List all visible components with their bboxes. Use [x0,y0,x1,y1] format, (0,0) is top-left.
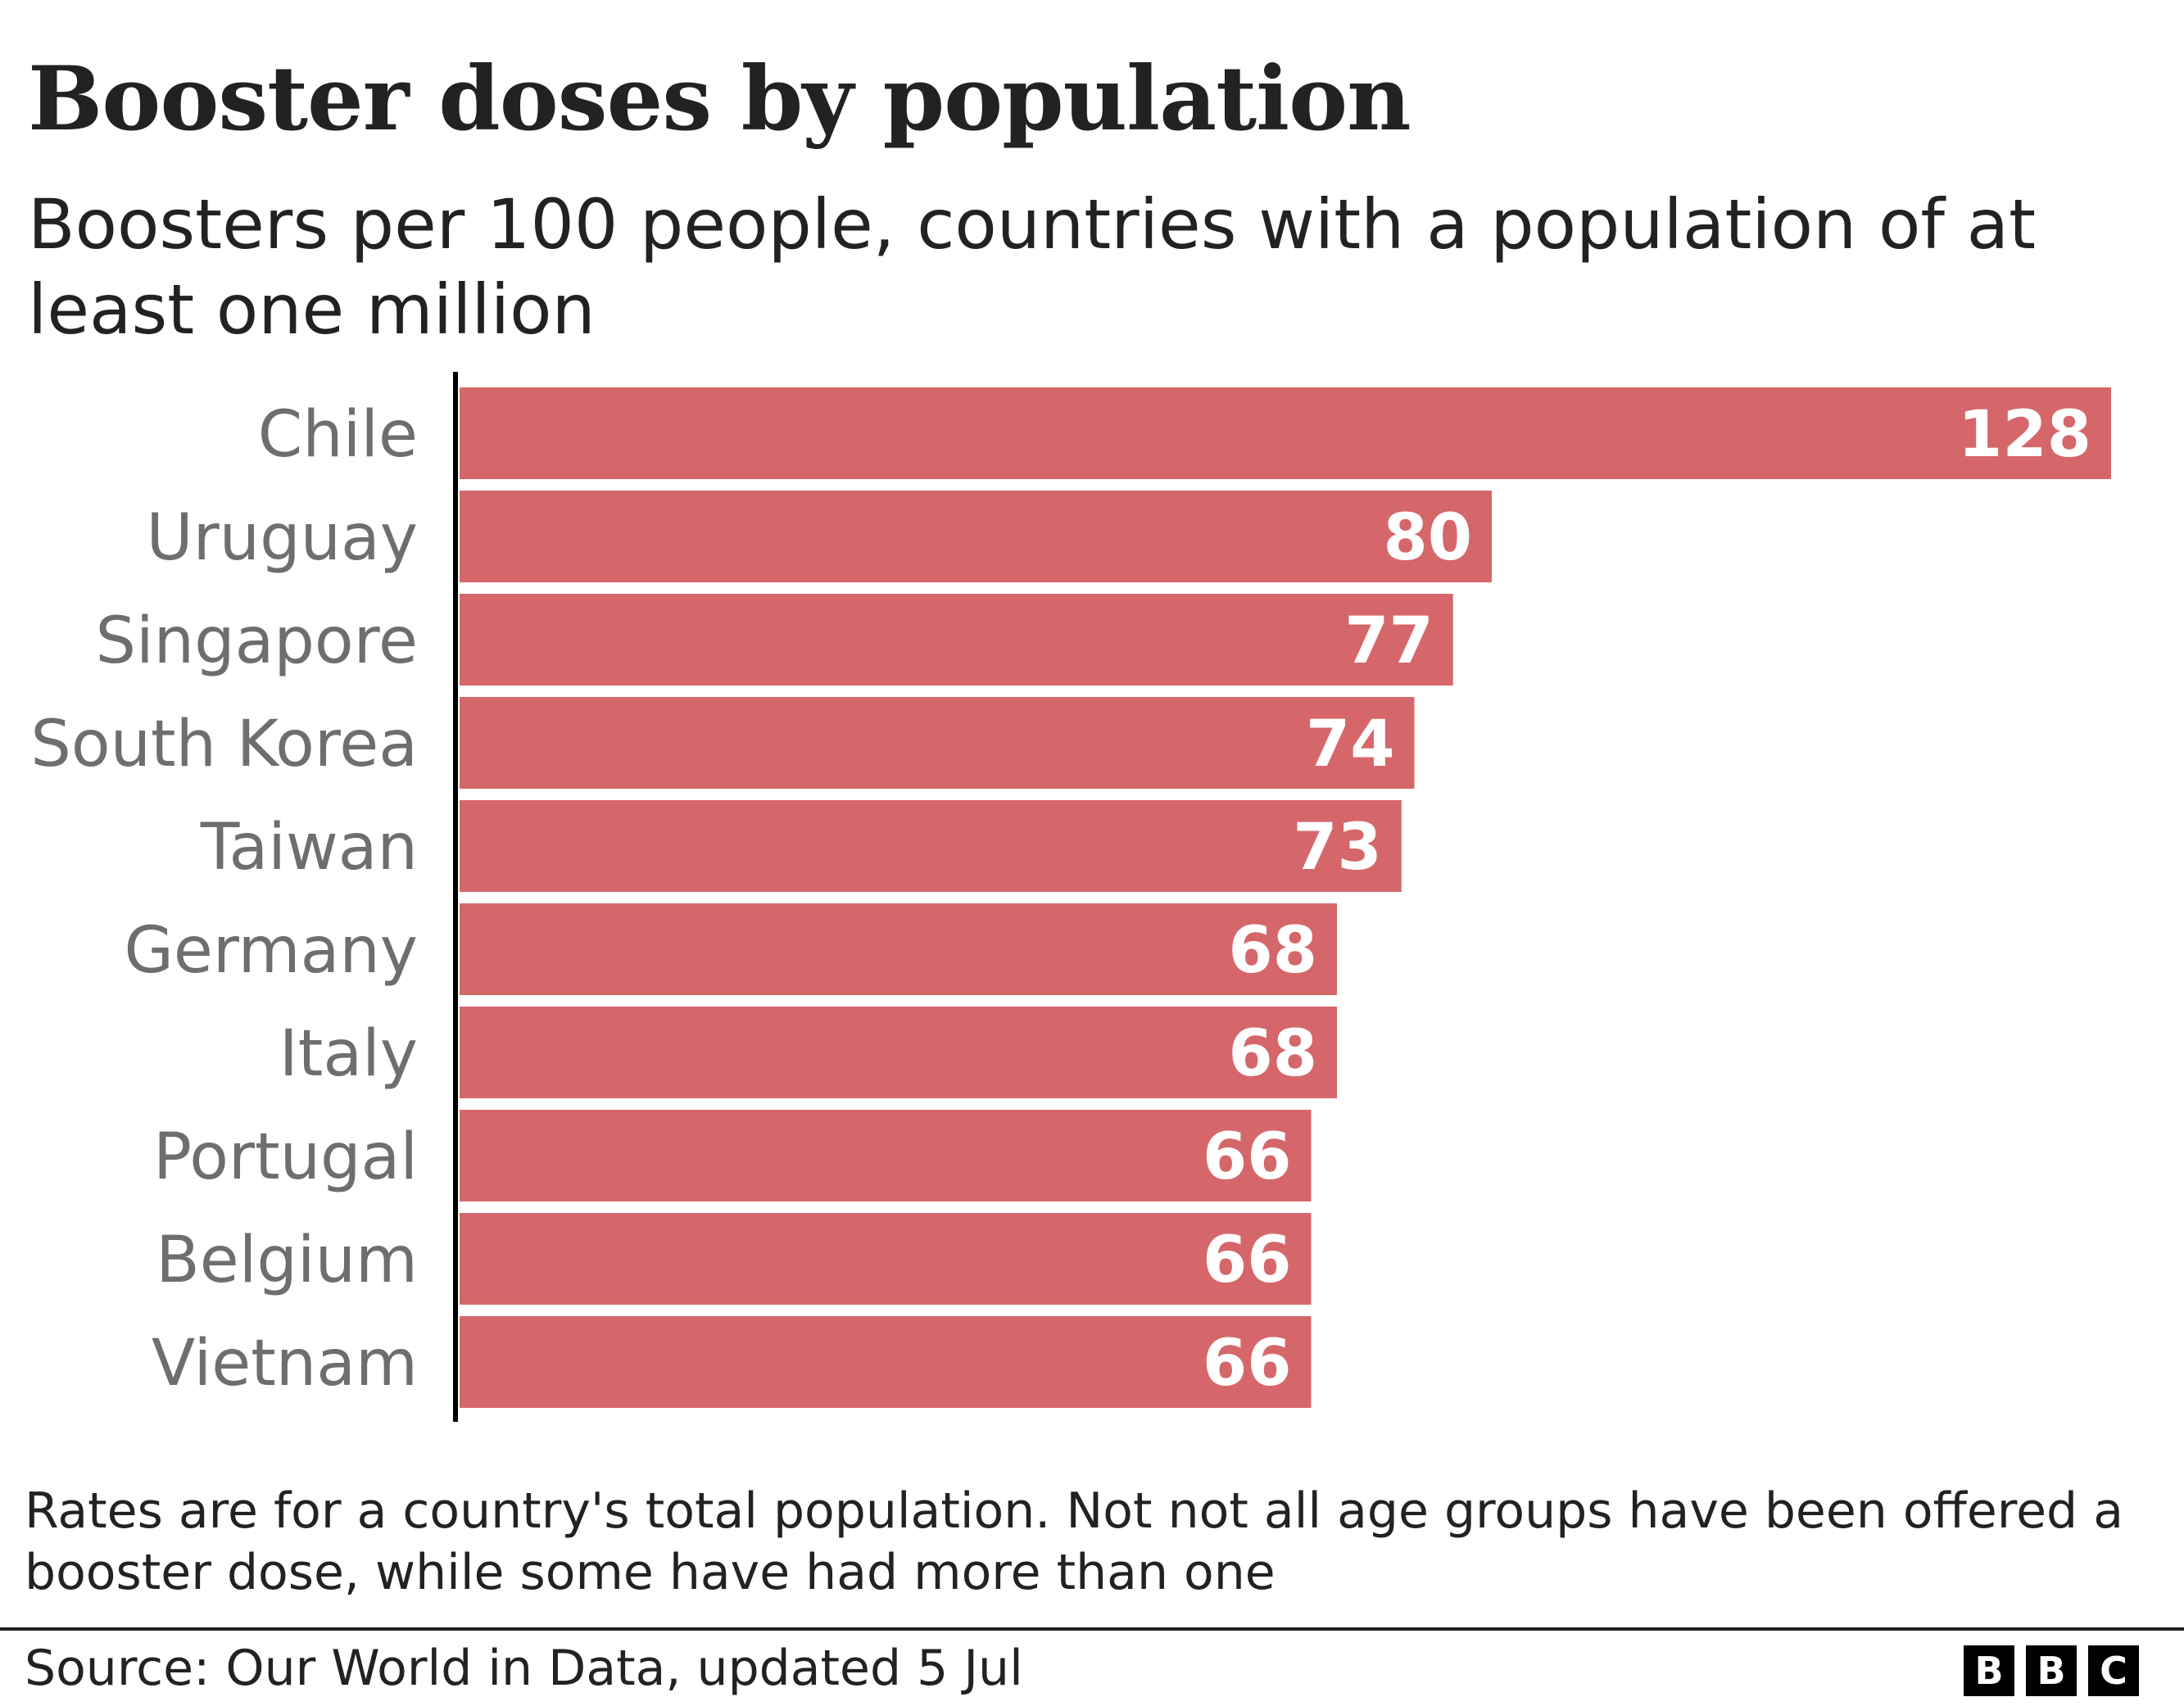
bar-belgium [460,1213,1312,1305]
y-axis-line [453,372,458,1422]
data-label: 68 [1228,914,1317,988]
data-label: 66 [1203,1327,1292,1401]
bar-germany [460,903,1337,995]
category-label: Uruguay [147,501,419,575]
source-text: Source: Our World in Data, updated 5 Jul [25,1640,1023,1697]
data-label: 128 [1958,398,2091,472]
category-label: Vietnam [152,1327,418,1401]
data-label: 73 [1293,811,1382,885]
bar-uruguay [460,491,1492,582]
bar-taiwan [460,800,1402,892]
data-label: 80 [1383,501,1472,575]
chart-subtitle: Boosters per 100 people, countries with … [28,184,2037,350]
logo-letter: C [2088,1645,2139,1696]
divider [0,1627,2184,1631]
bbc-logo: B B C [1964,1645,2139,1696]
category-label: Taiwan [200,811,418,885]
data-label: 66 [1203,1120,1292,1194]
data-label: 77 [1344,604,1434,678]
category-label: Portugal [153,1120,418,1194]
bar-singapore [460,594,1453,686]
bar-portugal [460,1110,1312,1201]
bar-italy [460,1007,1337,1098]
category-label: Belgium [156,1224,418,1297]
data-label: 74 [1306,708,1395,781]
bar-vietnam [460,1316,1312,1408]
chart-title: Booster doses by population [28,48,1411,151]
category-label: Chile [258,398,418,472]
data-label: 66 [1203,1224,1292,1297]
bar-chart: Chile 128 Uruguay 80 Singapore 77 South Korea 7… [30,372,2111,1422]
logo-letter: B [1964,1645,2014,1696]
bar-south-korea [460,697,1415,789]
category-label: Italy [279,1017,418,1091]
data-label: 68 [1228,1017,1317,1091]
bar-chile [460,387,2111,479]
footnote: Rates are for a country's total populati… [25,1482,2123,1601]
category-label: Germany [124,914,418,988]
logo-letter: B [2026,1645,2077,1696]
category-label: Singapore [95,604,418,678]
category-label: South Korea [30,708,418,781]
